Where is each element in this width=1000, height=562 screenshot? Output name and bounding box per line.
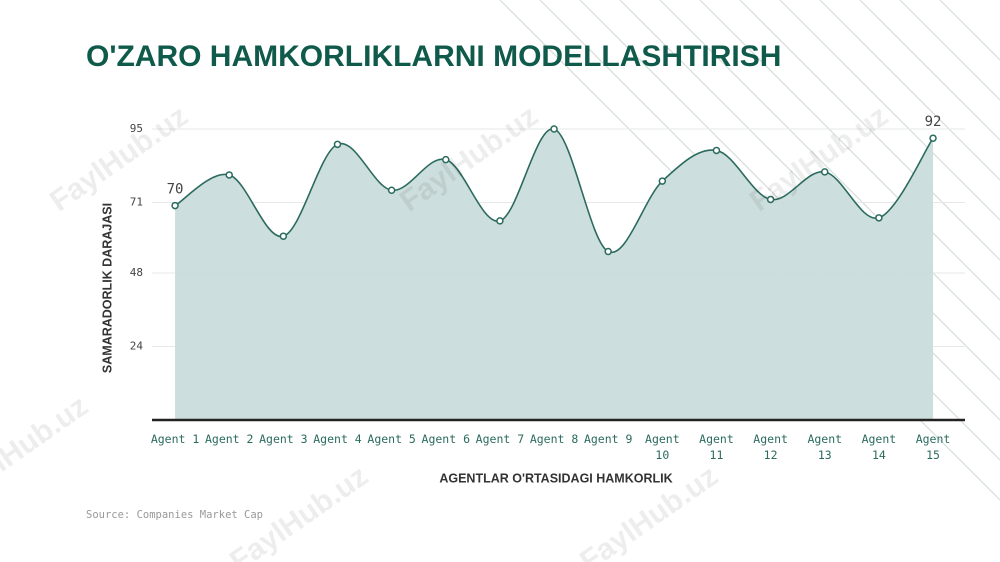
x-tick-label: Agent 10 bbox=[645, 432, 680, 462]
y-axis-label: SAMARADORLIK DARAJASI bbox=[100, 203, 114, 373]
point bbox=[766, 195, 775, 204]
point bbox=[442, 155, 450, 164]
y-tick-label: 24 bbox=[130, 339, 144, 352]
point bbox=[604, 247, 612, 256]
source: Source: Companies Market Cap bbox=[86, 509, 263, 521]
data-label: 92 bbox=[925, 114, 942, 130]
point bbox=[929, 134, 937, 142]
x-tick-label: Agent 7 bbox=[475, 432, 525, 446]
x-tick-label: Agent 9 bbox=[583, 432, 633, 446]
x-tick-label: Agent 2 bbox=[204, 432, 254, 446]
x-tick-label: Agent 11 bbox=[699, 432, 734, 462]
y-tick-label: 95 bbox=[130, 122, 143, 135]
y-tick-label: 71 bbox=[130, 196, 143, 209]
point bbox=[658, 177, 667, 185]
x-tick-label: Agent 14 bbox=[861, 432, 897, 462]
x-axis-label: AGENTLAR O'RTASIDAGI HAMKORLIK bbox=[439, 471, 672, 485]
watermark: FaylHub.uz bbox=[44, 99, 194, 218]
x-tick-label: Agent 4 bbox=[313, 432, 362, 446]
x-tick-label: Agent 15 bbox=[915, 432, 951, 462]
area bbox=[175, 128, 934, 420]
point bbox=[279, 232, 288, 240]
data-label: 70 bbox=[167, 182, 184, 198]
watermark: FaylHub.uz bbox=[0, 389, 94, 508]
x-tick-label: Agent 13 bbox=[807, 432, 843, 462]
x-tick-label: Agent 6 bbox=[421, 432, 470, 446]
point bbox=[496, 217, 504, 225]
point bbox=[875, 214, 883, 222]
point bbox=[550, 125, 558, 133]
point bbox=[225, 171, 233, 179]
chart-title: O'ZARO HAMKORLIKLARNI MODELLASHTIRISH bbox=[86, 40, 781, 73]
x-tick-label: Agent 5 bbox=[367, 432, 416, 446]
x-tick-label: Agent 3 bbox=[259, 432, 308, 446]
point bbox=[712, 146, 721, 155]
x-tick-label: Agent 1 bbox=[150, 432, 200, 446]
point bbox=[387, 186, 396, 195]
x-tick-label: Agent 12 bbox=[753, 432, 788, 462]
y-tick-label: 48 bbox=[130, 266, 143, 279]
x-tick-label: Agent 8 bbox=[529, 432, 579, 446]
point bbox=[171, 201, 179, 210]
point bbox=[333, 140, 342, 149]
point bbox=[821, 168, 829, 176]
